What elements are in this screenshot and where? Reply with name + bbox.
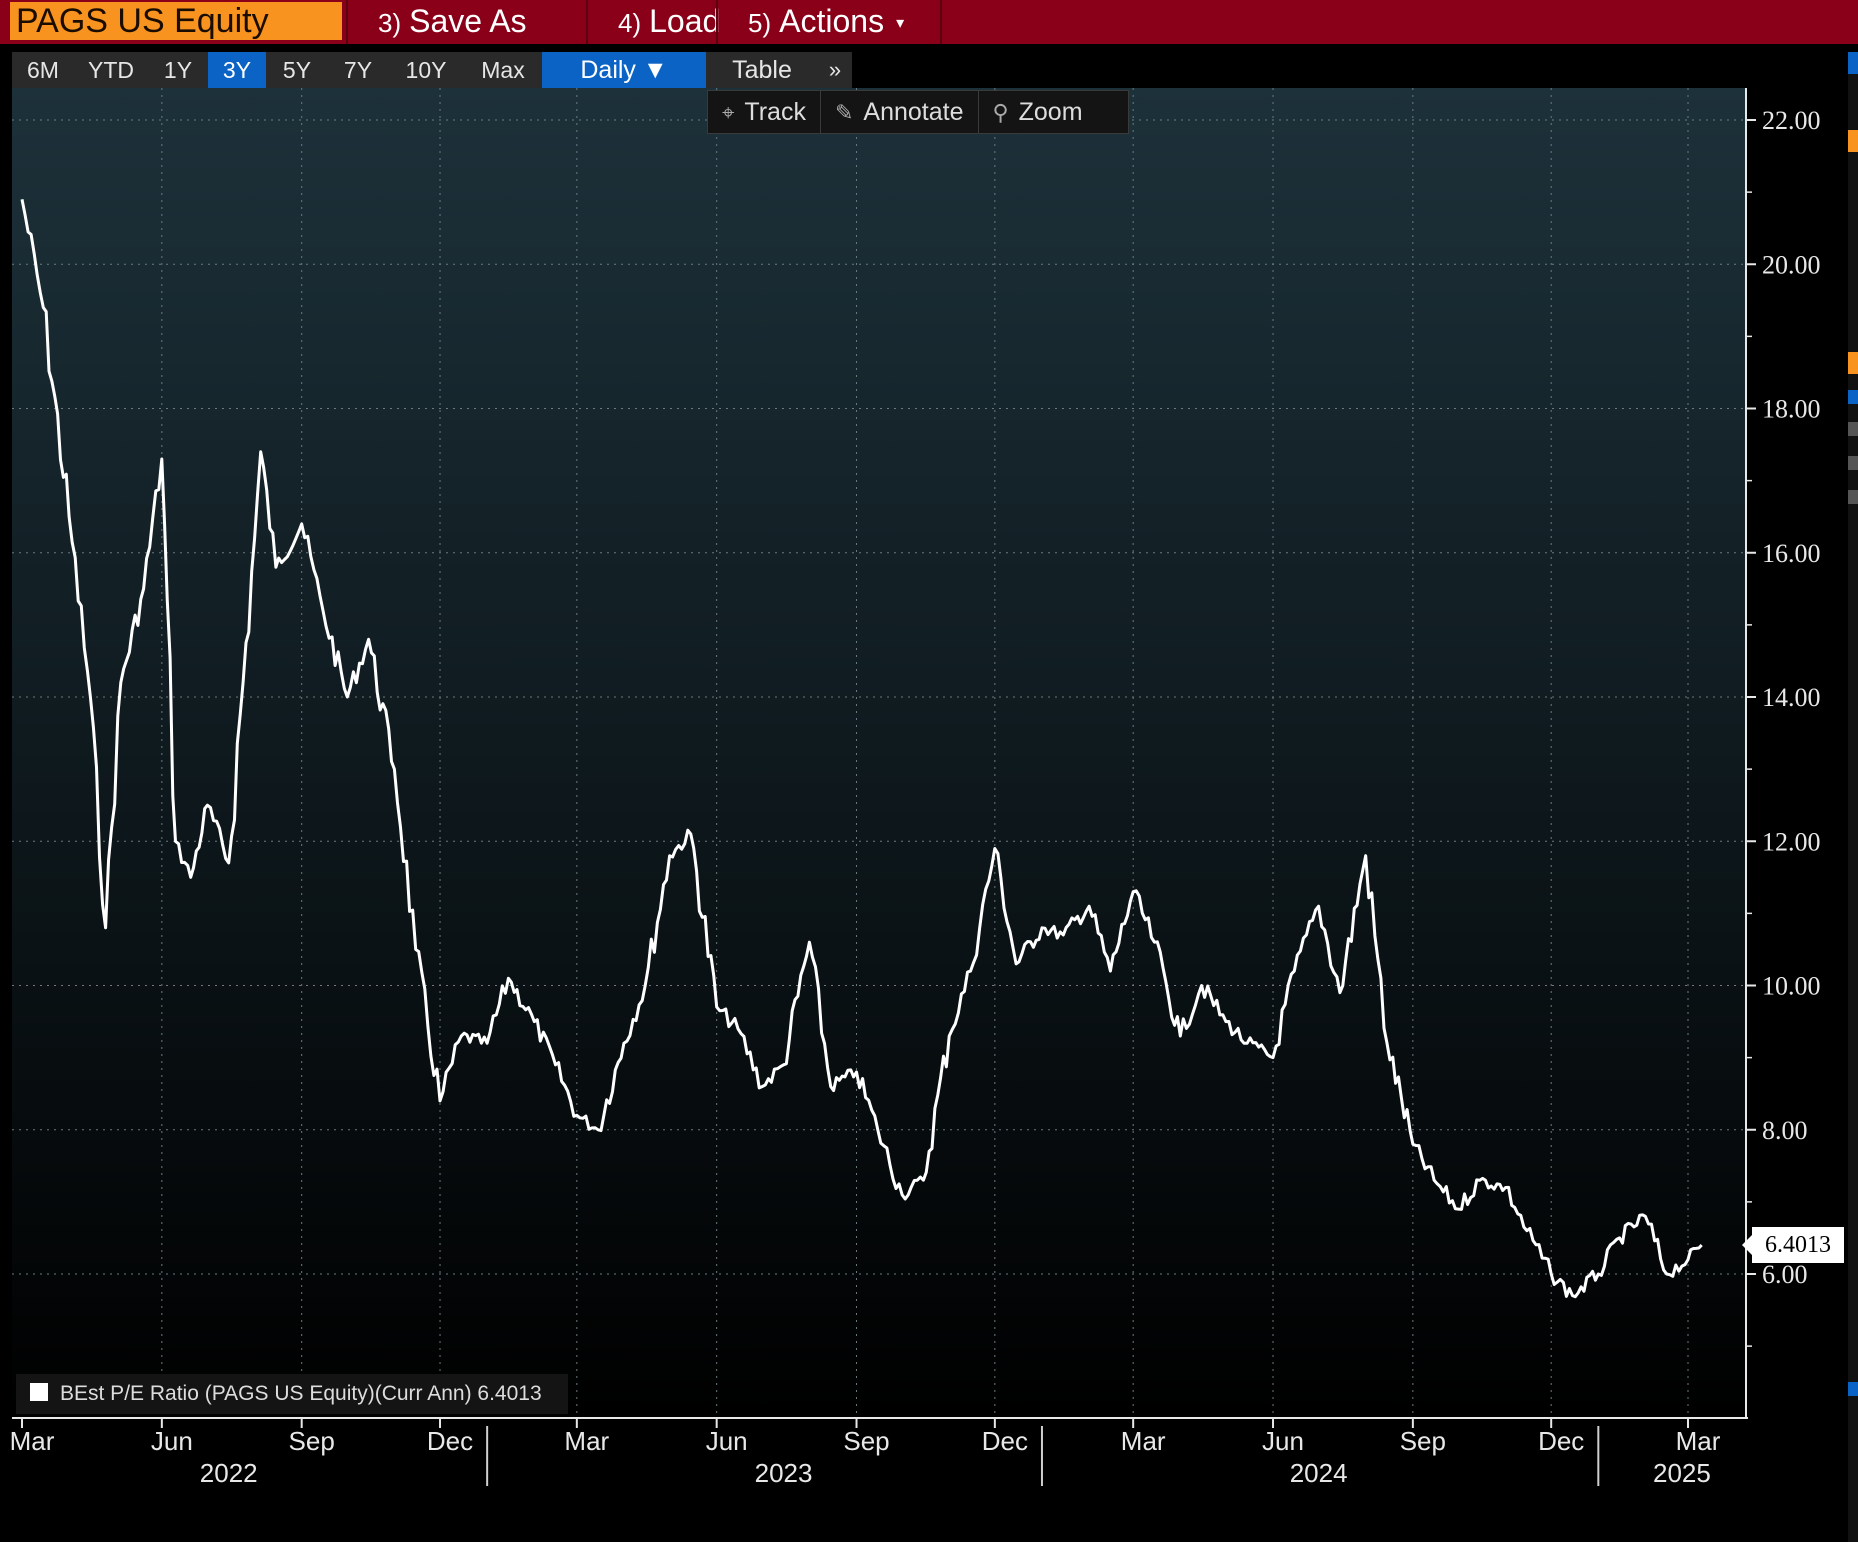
x-month-label: Sep [1400,1426,1446,1456]
period-10y[interactable]: 10Y [405,57,447,83]
x-month-label: Sep [843,1426,889,1456]
x-year-label: 2025 [1653,1458,1711,1488]
magnifier-icon: ⚲ [992,100,1009,125]
load-label: Load [649,3,721,39]
legend-text: BEst P/E Ratio (PAGS US Equity)(Curr Ann… [60,1382,542,1405]
chart-plot-area[interactable] [12,88,1746,1418]
x-month-label: Dec [427,1426,473,1456]
ticker-field[interactable]: PAGS US Equity [10,2,342,40]
period-1y[interactable]: 1Y [163,57,193,83]
x-year-label: 2024 [1290,1458,1348,1488]
panel-marker [1848,456,1858,470]
y-tick-label: 8.00 [1762,1116,1808,1145]
x-year-label: 2022 [200,1458,258,1488]
period-max[interactable]: Max [481,57,525,83]
track-label: Track [744,98,806,126]
actions-button[interactable]: 5) Actions ▾ [716,0,942,44]
more-button[interactable]: » [818,52,852,88]
y-tick-label: 20.00 [1762,250,1821,279]
y-tick-label: 6.00 [1762,1260,1808,1289]
x-month-label: Mar [564,1426,609,1456]
crosshair-icon: ⌖ [722,100,735,125]
track-button[interactable]: ⌖ Track [708,91,821,133]
period-3y[interactable]: 3Y [208,52,266,88]
period-5y[interactable]: 5Y [282,57,312,83]
x-month-label: Jun [1262,1426,1304,1456]
panel-marker [1848,490,1858,504]
panel-marker [1848,390,1858,404]
period-7y[interactable]: 7Y [343,57,373,83]
zoom-button[interactable]: ⚲ Zoom [979,91,1097,133]
annotate-label: Annotate [863,98,964,126]
command-bar: PAGS US Equity 3) Save As 4) Load 5) Action… [0,0,1858,44]
save-as-number: 3) [378,8,402,38]
right-panel-edge [1848,52,1858,1542]
chevron-down-icon: ▾ [896,14,905,32]
x-month-label: Mar [10,1426,55,1456]
actions-number: 5) [748,8,772,38]
pencil-icon: ✎ [834,100,854,125]
save-as-button[interactable]: 3) Save As [346,0,586,44]
y-tick-label: 14.00 [1762,683,1821,712]
x-month-label: Jun [151,1426,193,1456]
x-month-label: Sep [289,1426,335,1456]
last-value-tag: 6.4013 [1742,1227,1844,1264]
y-tick-label: 22.00 [1762,106,1821,135]
load-number: 4) [618,8,642,38]
panel-marker [1848,1382,1858,1396]
load-button[interactable]: 4) Load [586,0,720,44]
annotate-button[interactable]: ✎ Annotate [821,91,979,133]
x-month-label: Jun [706,1426,748,1456]
zoom-label: Zoom [1018,98,1083,126]
series-line-pe-ratio [20,199,1703,1299]
y-tick-label: 18.00 [1762,395,1821,424]
chart-legend[interactable]: BEst P/E Ratio (PAGS US Equity)(Curr Ann… [16,1374,568,1414]
legend-swatch [30,1383,48,1402]
x-month-label: Dec [1538,1426,1584,1456]
chart-tools: ⌖ Track ✎ Annotate ⚲ Zoom [707,90,1129,134]
y-tick-label: 12.00 [1762,827,1821,856]
panel-marker [1848,130,1858,152]
period-ytd[interactable]: YTD [88,57,134,83]
panel-marker [1848,352,1858,374]
y-tick-label: 10.00 [1762,972,1821,1001]
period-6m[interactable]: 6M [27,57,59,83]
panel-marker [1848,52,1858,74]
x-month-label: Mar [1676,1426,1721,1456]
save-as-label: Save As [409,3,527,39]
actions-label: Actions [779,3,885,39]
y-tick-label: 16.00 [1762,539,1821,568]
x-month-label: Mar [1121,1426,1166,1456]
table-button[interactable]: Table [706,52,818,88]
frequency-dropdown[interactable]: Daily ▼ [542,52,706,88]
x-year-label: 2023 [755,1458,813,1488]
period-selector: 6M YTD 1Y 3Y 5Y 7Y 10Y Max [12,52,542,88]
panel-marker [1848,422,1858,436]
x-month-label: Dec [982,1426,1028,1456]
